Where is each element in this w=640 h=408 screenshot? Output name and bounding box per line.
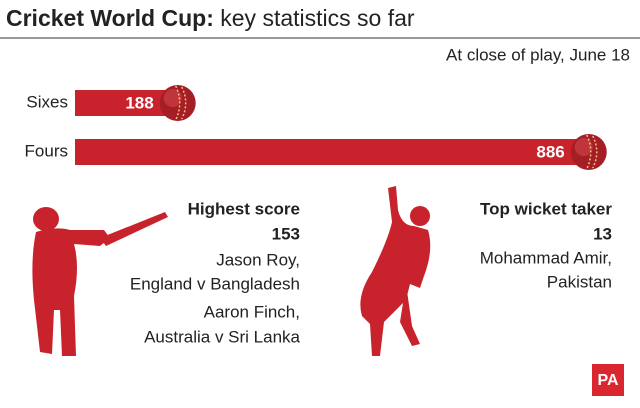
panel-line: Jason Roy,	[216, 250, 300, 269]
panel-line: Pakistan	[547, 272, 612, 291]
logo: PA	[597, 372, 618, 389]
chart-title: Cricket World Cup: key statistics so far	[6, 5, 415, 31]
batsman-silhouette	[32, 207, 168, 356]
panel-line: Aaron Finch,	[204, 302, 300, 321]
panel-line: Mohammad Amir,	[480, 248, 612, 267]
value-label: 886	[536, 142, 564, 161]
panel-heading: Top wicket taker	[480, 199, 612, 218]
ball-seam	[586, 134, 592, 170]
ball-shine	[163, 89, 182, 107]
logo-box	[592, 364, 624, 396]
title-bold: Cricket World Cup:	[6, 5, 214, 31]
bowler-silhouette	[360, 186, 431, 356]
panel-value: 153	[272, 224, 300, 243]
category-label: Fours	[25, 141, 68, 160]
category-label: Sixes	[26, 92, 68, 111]
panel-value: 13	[593, 224, 612, 243]
panel-line: England v Bangladesh	[130, 274, 300, 293]
ball-seam	[181, 86, 187, 120]
panel-heading: Highest score	[188, 199, 300, 218]
ball-seam	[175, 85, 181, 121]
ball-seam	[592, 135, 598, 169]
title-rest: key statistics so far	[220, 5, 415, 31]
bar	[75, 139, 597, 165]
panel-line: Australia v Sri Lanka	[144, 327, 300, 346]
value-label: 188	[125, 93, 153, 112]
ball-shine	[574, 138, 593, 156]
note: At close of play, June 18	[446, 45, 630, 64]
